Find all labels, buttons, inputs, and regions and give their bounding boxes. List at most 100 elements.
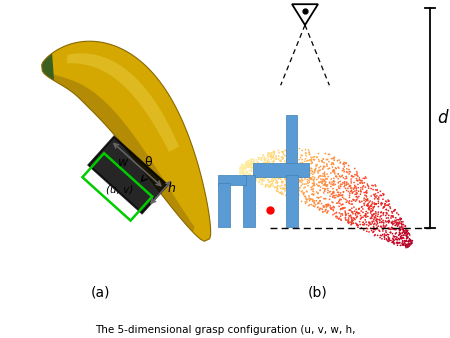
Point — [288, 184, 295, 189]
Point — [338, 206, 345, 212]
Point — [302, 194, 309, 199]
Point — [284, 167, 292, 173]
Point — [311, 180, 318, 186]
Point — [397, 217, 404, 222]
Point — [270, 150, 277, 156]
Point — [353, 178, 360, 183]
Point — [236, 170, 243, 175]
Point — [361, 221, 368, 227]
Point — [350, 215, 357, 221]
Point — [315, 170, 322, 176]
Point — [309, 187, 316, 192]
Point — [290, 158, 297, 163]
Point — [368, 202, 375, 208]
Point — [308, 176, 315, 181]
Point — [397, 217, 404, 222]
Point — [302, 195, 310, 201]
Point — [357, 185, 364, 190]
Point — [372, 226, 379, 232]
Point — [238, 169, 245, 174]
Point — [400, 228, 408, 234]
Point — [266, 179, 273, 185]
Point — [391, 234, 398, 239]
Point — [290, 148, 297, 153]
Point — [284, 189, 292, 194]
Point — [369, 201, 376, 206]
Point — [396, 217, 404, 222]
Point — [375, 227, 382, 233]
Point — [324, 188, 332, 193]
Point — [243, 170, 251, 175]
Point — [381, 201, 388, 207]
Point — [319, 173, 326, 179]
Point — [345, 163, 352, 168]
Point — [402, 230, 410, 235]
Point — [340, 189, 347, 194]
Point — [352, 221, 360, 226]
Point — [253, 171, 261, 177]
Point — [241, 162, 248, 167]
Point — [272, 176, 279, 181]
Point — [238, 164, 245, 169]
Point — [380, 223, 387, 229]
Point — [267, 179, 274, 184]
Point — [313, 198, 320, 203]
Point — [364, 210, 371, 216]
Point — [380, 211, 387, 216]
Point — [288, 165, 295, 170]
Point — [346, 190, 353, 196]
Point — [395, 233, 402, 238]
Point — [305, 167, 312, 172]
Point — [362, 212, 369, 217]
Point — [319, 167, 326, 172]
Point — [403, 229, 410, 234]
Point — [242, 162, 249, 168]
Point — [376, 228, 383, 234]
Point — [337, 214, 344, 219]
Point — [348, 206, 356, 211]
Point — [242, 162, 249, 168]
Point — [309, 197, 316, 202]
Point — [408, 240, 415, 246]
Point — [370, 229, 377, 235]
Point — [387, 230, 394, 235]
Point — [330, 190, 338, 196]
Point — [291, 184, 298, 189]
Point — [243, 162, 250, 168]
Point — [345, 189, 352, 194]
Point — [264, 171, 271, 176]
Point — [270, 171, 278, 177]
Point — [284, 176, 291, 182]
Point — [327, 189, 334, 194]
Point — [315, 204, 322, 210]
Point — [262, 156, 270, 161]
Point — [383, 237, 391, 243]
Point — [409, 238, 416, 244]
Point — [393, 222, 400, 228]
Point — [389, 213, 396, 218]
Point — [378, 224, 385, 229]
Point — [338, 211, 346, 217]
Point — [277, 186, 284, 191]
Point — [333, 214, 340, 219]
Point — [398, 236, 405, 241]
Point — [277, 158, 284, 163]
Point — [389, 231, 396, 236]
Point — [321, 174, 328, 179]
Point — [284, 158, 291, 163]
Point — [275, 169, 282, 174]
Point — [263, 169, 270, 175]
Point — [238, 170, 245, 176]
Point — [292, 153, 300, 159]
Point — [378, 213, 385, 218]
Point — [331, 168, 338, 173]
Point — [321, 189, 328, 194]
Point — [274, 186, 281, 191]
Point — [240, 165, 247, 171]
Point — [404, 242, 411, 247]
Point — [243, 165, 250, 170]
Point — [370, 225, 378, 231]
Point — [255, 156, 262, 162]
Point — [402, 230, 410, 235]
Point — [322, 176, 329, 182]
